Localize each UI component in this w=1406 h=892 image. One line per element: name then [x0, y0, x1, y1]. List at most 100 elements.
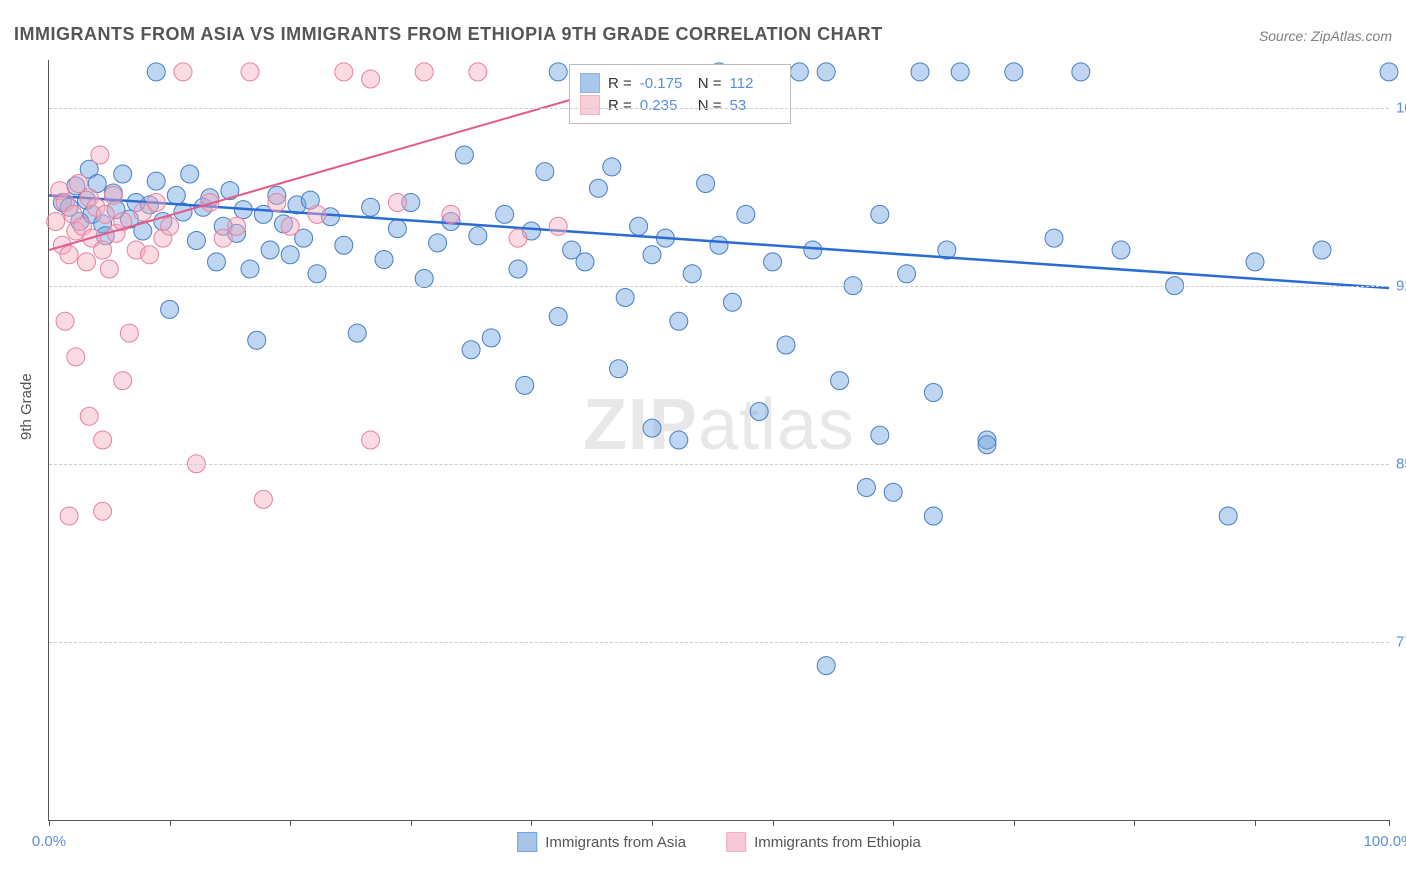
x-tick-label: 100.0% — [1364, 833, 1406, 850]
scatter-point — [670, 312, 688, 330]
scatter-point — [576, 253, 594, 271]
scatter-point — [91, 146, 109, 164]
scatter-point — [589, 179, 607, 197]
scatter-point — [462, 341, 480, 359]
scatter-point — [161, 217, 179, 235]
legend-n-value: 112 — [730, 75, 780, 92]
scatter-point — [871, 426, 889, 444]
legend-n-value: 53 — [730, 97, 780, 114]
scatter-point — [214, 229, 232, 247]
scatter-point — [268, 194, 286, 212]
x-tick-label: 0.0% — [32, 833, 66, 850]
scatter-point — [67, 348, 85, 366]
chart-svg — [49, 60, 1389, 820]
scatter-point — [630, 217, 648, 235]
scatter-point — [335, 236, 353, 254]
scatter-point — [1045, 229, 1063, 247]
scatter-point — [281, 246, 299, 264]
scatter-point — [884, 483, 902, 501]
x-tick — [49, 820, 50, 826]
chart-title: IMMIGRANTS FROM ASIA VS IMMIGRANTS FROM … — [14, 24, 883, 45]
scatter-point — [710, 236, 728, 254]
y-tick-label: 92.5% — [1396, 277, 1406, 294]
legend-r-value: 0.235 — [640, 97, 690, 114]
scatter-point — [978, 436, 996, 454]
scatter-point — [100, 260, 118, 278]
scatter-point — [181, 165, 199, 183]
scatter-point — [603, 158, 621, 176]
x-tick — [1134, 820, 1135, 826]
x-tick — [652, 820, 653, 826]
scatter-point — [482, 329, 500, 347]
legend-item-label: Immigrants from Ethiopia — [754, 834, 921, 851]
scatter-point — [47, 213, 65, 231]
legend-swatch — [726, 832, 746, 852]
scatter-point — [536, 163, 554, 181]
scatter-point — [737, 205, 755, 223]
x-tick — [170, 820, 171, 826]
scatter-point — [60, 507, 78, 525]
gridline — [49, 464, 1389, 465]
scatter-point — [871, 205, 889, 223]
legend-r-value: -0.175 — [640, 75, 690, 92]
scatter-point — [750, 403, 768, 421]
legend-item-label: Immigrants from Asia — [545, 834, 686, 851]
scatter-point — [104, 186, 122, 204]
x-tick — [531, 820, 532, 826]
scatter-point — [147, 63, 165, 81]
legend-r-label: R = — [608, 97, 632, 114]
x-tick — [1014, 820, 1015, 826]
scatter-point — [442, 205, 460, 223]
scatter-point — [790, 63, 808, 81]
scatter-point — [120, 324, 138, 342]
scatter-point — [643, 419, 661, 437]
scatter-point — [469, 63, 487, 81]
y-tick-label: 77.5% — [1396, 633, 1406, 650]
scatter-point — [141, 246, 159, 264]
scatter-point — [610, 360, 628, 378]
scatter-point — [362, 70, 380, 88]
scatter-point — [857, 479, 875, 497]
source-attribution: Source: ZipAtlas.com — [1259, 28, 1392, 44]
scatter-point — [924, 384, 942, 402]
gridline — [49, 108, 1389, 109]
legend-swatch — [517, 832, 537, 852]
scatter-point — [516, 376, 534, 394]
scatter-point — [261, 241, 279, 259]
plot-area: ZIPatlas R =-0.175N =112R =0.235N =53 Im… — [48, 60, 1389, 821]
scatter-point — [80, 407, 98, 425]
scatter-point — [248, 331, 266, 349]
scatter-point — [1380, 63, 1398, 81]
scatter-point — [78, 253, 96, 271]
x-tick — [1389, 820, 1390, 826]
scatter-point — [147, 172, 165, 190]
scatter-point — [174, 63, 192, 81]
scatter-point — [777, 336, 795, 354]
scatter-point — [375, 251, 393, 269]
scatter-point — [254, 490, 272, 508]
scatter-point — [951, 63, 969, 81]
legend-swatch — [580, 95, 600, 115]
scatter-point — [388, 194, 406, 212]
x-tick — [411, 820, 412, 826]
scatter-point — [167, 186, 185, 204]
scatter-point — [1219, 507, 1237, 525]
legend-swatch — [580, 73, 600, 93]
scatter-point — [898, 265, 916, 283]
y-tick-label: 85.0% — [1396, 455, 1406, 472]
scatter-point — [187, 232, 205, 250]
correlation-legend: R =-0.175N =112R =0.235N =53 — [569, 64, 791, 124]
x-tick — [1255, 820, 1256, 826]
legend-r-label: R = — [608, 75, 632, 92]
scatter-point — [114, 165, 132, 183]
scatter-point — [281, 217, 299, 235]
scatter-point — [1072, 63, 1090, 81]
gridline — [49, 642, 1389, 643]
series-legend: Immigrants from Asia Immigrants from Ethi… — [517, 832, 921, 852]
scatter-point — [924, 507, 942, 525]
scatter-point — [549, 217, 567, 235]
scatter-point — [911, 63, 929, 81]
scatter-point — [208, 253, 226, 271]
scatter-point — [308, 205, 326, 223]
scatter-point — [455, 146, 473, 164]
